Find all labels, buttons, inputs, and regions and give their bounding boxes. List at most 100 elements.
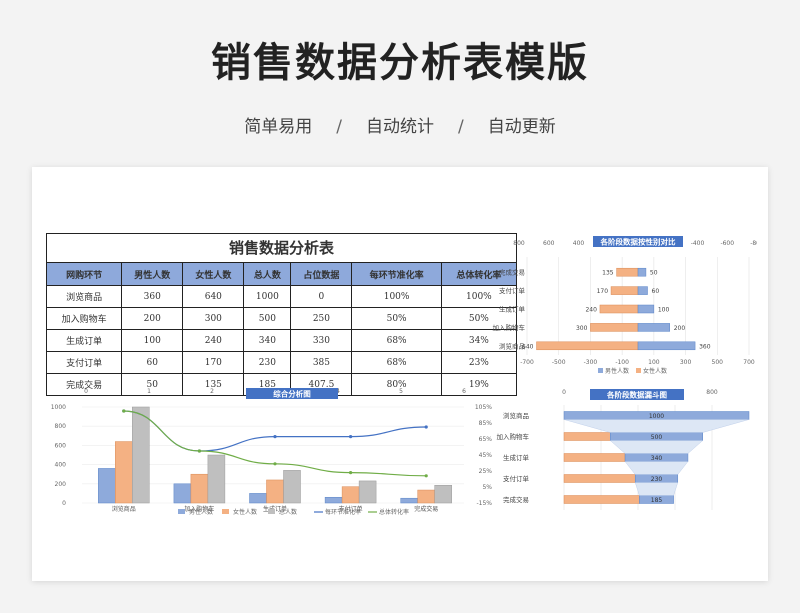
data-label: 340 — [651, 455, 663, 462]
data-label: 100 — [658, 307, 670, 314]
table-cell: 生成订单 — [45, 329, 123, 352]
bar-female — [417, 489, 435, 504]
column-header: 男性人数 — [121, 262, 184, 286]
comprehensive-analysis-chart: 0123456综合分析图10008006004002000105%85%65%4… — [51, 388, 493, 516]
bar-female — [536, 341, 639, 351]
table-cell: 135 — [182, 373, 245, 396]
tick-label: 800 — [55, 423, 67, 430]
separator: / — [458, 117, 464, 137]
category-label: 完成交易 — [499, 268, 525, 277]
line-point — [349, 471, 353, 475]
chart-title-bar — [593, 236, 683, 247]
spreadsheet-preview: 销售数据分析表 网购环节 男性人数 女性人数 总人数 占位数据 每环节准化率 总体转化率 浏… — [32, 167, 768, 581]
legend-label: 每环节准化率 — [325, 508, 361, 516]
category-label: 加入购物车 — [493, 323, 526, 332]
data-label: 360 — [699, 343, 711, 350]
data-label: 230 — [651, 476, 663, 483]
legend-label: 总人数 — [279, 508, 297, 516]
column-header: 占位数据 — [290, 262, 353, 286]
bar-total — [283, 470, 301, 504]
bar-male — [637, 304, 655, 314]
bar-male — [400, 497, 418, 504]
tag-auto-stat: 自动统计 — [366, 117, 434, 137]
table-cell: 19% — [440, 373, 518, 396]
table-cell: 240 — [182, 329, 245, 352]
bar-female — [190, 473, 209, 504]
legend-label: 女性人数 — [643, 367, 667, 375]
tick-label: 0 — [562, 389, 566, 396]
legend-swatch — [222, 509, 229, 514]
chart-title: 综合分析图 — [273, 389, 311, 399]
table-row: 支付订单 60 170 230 385 68% 23% — [45, 351, 518, 374]
table-title: 销售数据分析表 — [46, 233, 517, 262]
data-label: 200 — [674, 325, 686, 332]
table-cell: 68% — [351, 351, 442, 374]
legend-swatch — [178, 509, 185, 514]
tick-label: 45% — [479, 452, 493, 459]
chart-title: 各阶段数据按性别对比 — [600, 237, 676, 247]
tick-label: -15% — [476, 500, 492, 507]
line-point — [197, 449, 201, 453]
data-label: 500 — [651, 434, 663, 441]
bar-female — [341, 486, 360, 504]
feature-tags: 简单易用 / 自动统计 / 自动更新 — [0, 112, 800, 137]
chart-title-bar — [246, 388, 338, 399]
bar-total — [358, 480, 377, 504]
table-cell: 68% — [351, 329, 442, 352]
tick-label: -600 — [720, 240, 734, 247]
table-row: 加入购物车 200 300 500 250 50% 50% — [45, 307, 518, 330]
tick-label: 0 — [84, 388, 88, 395]
sales-table: 销售数据分析表 网购环节 男性人数 女性人数 总人数 占位数据 每环节准化率 总体转化率 浏… — [45, 233, 518, 396]
table-cell: 330 — [290, 329, 353, 352]
table-cell: 浏览商品 — [45, 285, 123, 308]
tick-label: 105% — [475, 404, 492, 411]
bar-male — [637, 341, 696, 351]
funnel-chart: 0200400600800各阶段数据漏斗图浏览商品1000加入购物车500生成订… — [497, 389, 750, 510]
separator: / — [336, 117, 342, 137]
bar-placeholder — [563, 453, 626, 462]
bar-male — [324, 496, 343, 504]
bar-male — [249, 493, 267, 504]
data-label: 185 — [651, 497, 663, 504]
funnel-connector — [563, 419, 750, 433]
bar-female — [115, 441, 133, 504]
bar-male — [637, 323, 670, 332]
table-cell: 640 — [182, 285, 245, 308]
data-label: 240 — [585, 307, 597, 314]
line-point — [424, 474, 428, 478]
table-cell: 100% — [351, 285, 442, 308]
category-label: 生成订单 — [503, 453, 530, 462]
table-body: 浏览商品 360 640 1000 0 100% 100% 加入购物车 200 300 500 250… — [45, 285, 518, 396]
data-label: 170 — [597, 288, 609, 295]
column-header: 网购环节 — [45, 262, 123, 286]
tick-label: 4 — [336, 388, 340, 395]
chart-title: 各阶段数据漏斗图 — [606, 390, 667, 400]
page-title: 销售数据分析表模版 — [211, 40, 589, 86]
tick-label: 200 — [55, 481, 67, 488]
bar-male — [173, 483, 192, 504]
table-cell: 80% — [351, 373, 442, 396]
data-label: 640 — [522, 343, 534, 350]
bar-placeholder — [563, 495, 640, 504]
table-cell: 0 — [290, 285, 353, 308]
category-label: 完成交易 — [503, 495, 529, 504]
table-cell: 360 — [121, 285, 184, 308]
category-label: 支付订单 — [499, 286, 526, 295]
legend-swatch-female — [636, 368, 641, 373]
tick-label: 5% — [482, 484, 492, 491]
legend-label: 女性人数 — [233, 508, 257, 516]
data-label: 1000 — [649, 413, 664, 420]
tick-label: 400 — [573, 240, 585, 247]
chart-title-bar — [590, 389, 684, 400]
bar-male — [637, 267, 647, 277]
legend-label: 总体转化率 — [379, 508, 409, 516]
table-cell: 加入购物车 — [45, 307, 123, 330]
category-label: 加入购物车 — [184, 505, 214, 513]
tick-label: -300 — [584, 359, 598, 366]
table-cell: 300 — [182, 307, 245, 330]
table-cell: 60 — [121, 351, 184, 374]
bar-male — [98, 468, 116, 504]
bar-placeholder — [563, 474, 636, 483]
data-label: 60 — [652, 288, 660, 295]
tick-label: 25% — [479, 468, 493, 475]
